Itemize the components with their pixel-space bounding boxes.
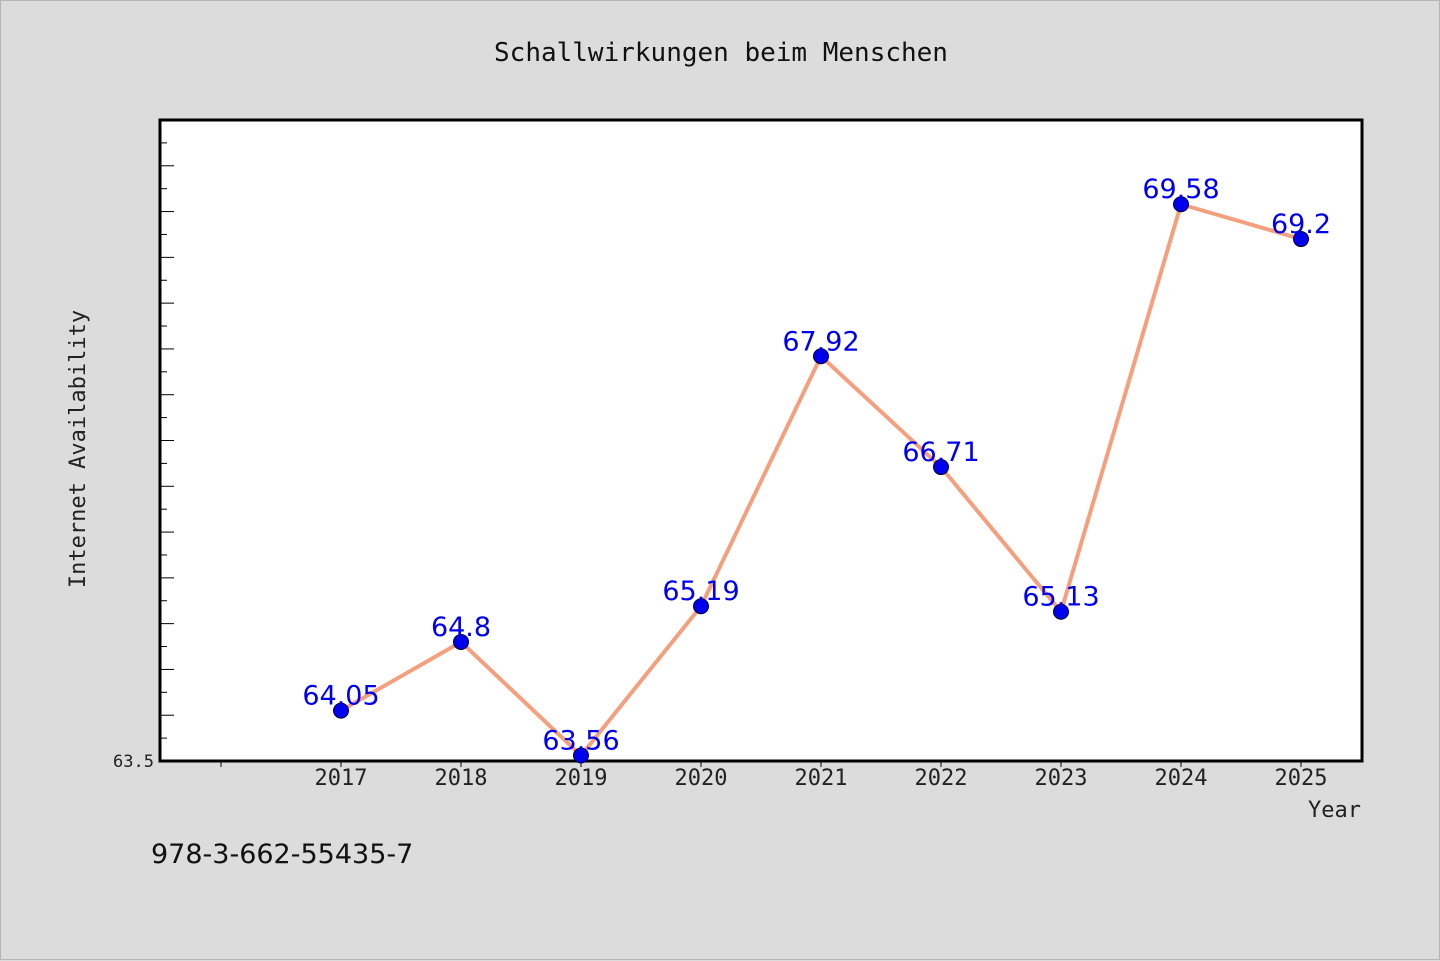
data-point <box>813 348 829 365</box>
data-label: 67.92 <box>782 326 859 357</box>
chart-title: Schallwirkungen beim Menschen <box>494 38 948 68</box>
plot-area <box>158 118 1364 763</box>
data-label: 66.71 <box>902 437 979 468</box>
data-label: 65.19 <box>662 576 739 607</box>
x-tick-label: 2019 <box>555 766 608 791</box>
x-tick-label: 2020 <box>675 766 728 791</box>
x-tick-label: 2024 <box>1155 766 1208 791</box>
data-label: 63.56 <box>542 726 619 757</box>
x-tick-label: 2022 <box>915 766 968 791</box>
y-axis-label: Internet Availability <box>66 310 91 588</box>
data-label: 64.05 <box>302 681 379 712</box>
data-label: 69.2 <box>1271 209 1331 240</box>
data-label: 69.58 <box>1142 174 1219 205</box>
axis-ticks: 2017 2018 2019 2020 2021 2022 2023 2024 2025 63.5 <box>113 119 1328 791</box>
x-tick-label: 2017 <box>315 766 368 791</box>
data-point <box>1293 231 1309 248</box>
x-tick-label: 2023 <box>1035 766 1088 791</box>
data-point <box>1053 603 1069 620</box>
data-point <box>693 598 709 615</box>
data-point <box>933 459 949 476</box>
x-axis-label: Year <box>1308 798 1361 823</box>
data-label: 65.13 <box>1022 582 1099 613</box>
data-point <box>333 702 349 719</box>
x-tick-label: 2021 <box>795 766 848 791</box>
x-tick-label: 2025 <box>1275 766 1328 791</box>
y-tick-label: 63.5 <box>113 752 154 772</box>
x-tick-label: 2018 <box>435 766 488 791</box>
data-point <box>573 747 589 764</box>
data-point <box>453 633 469 650</box>
data-point <box>1173 196 1189 213</box>
data-labels-layer: 64.05 64.8 63.56 65.19 67.92 66.71 65.13 69.58 6… <box>302 174 1331 756</box>
markers-layer <box>333 196 1309 764</box>
data-label: 64.8 <box>431 612 491 643</box>
footer-text: 978-3-662-55435-7 <box>151 839 413 870</box>
